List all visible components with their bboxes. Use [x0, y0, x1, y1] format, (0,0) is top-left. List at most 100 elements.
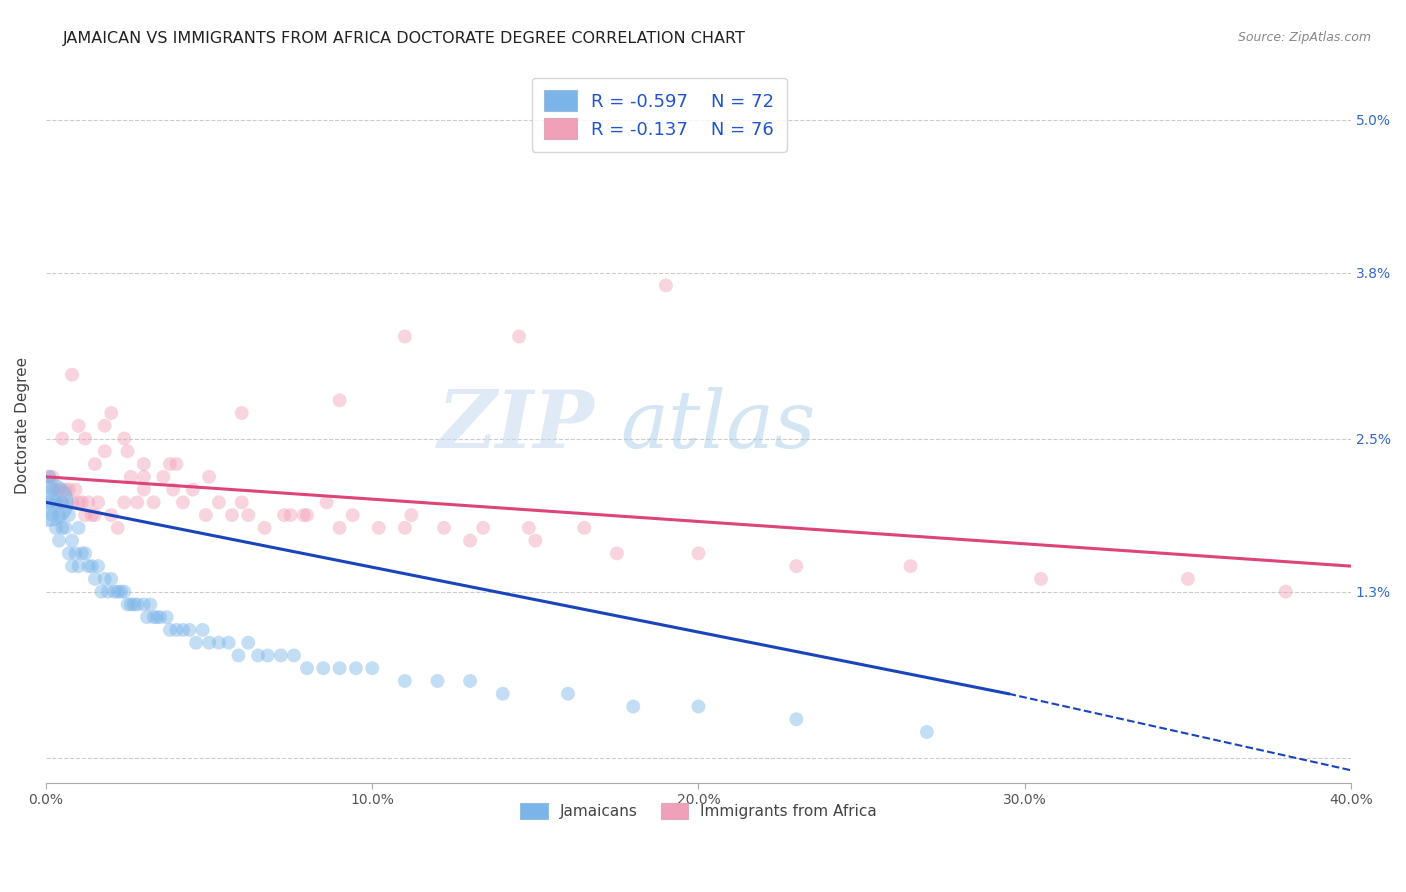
Point [65, 483, 87, 497]
Point [179, 623, 201, 637]
Point [103, 584, 125, 599]
Point [48, 483, 70, 497]
Point [120, 470, 142, 484]
Point [184, 636, 207, 650]
Point [100, 406, 122, 420]
Point [152, 470, 174, 484]
Point [329, 521, 352, 535]
Y-axis label: Doctorate Degree: Doctorate Degree [15, 357, 30, 494]
Point [60, 368, 83, 382]
Point [58, 483, 80, 497]
Point [127, 495, 149, 509]
Point [688, 699, 710, 714]
Point [159, 457, 181, 471]
Point [401, 508, 423, 522]
Point [198, 636, 221, 650]
Point [146, 610, 169, 624]
Point [900, 559, 922, 574]
Point [315, 495, 337, 509]
Point [41, 483, 63, 497]
Point [132, 470, 155, 484]
Point [1029, 572, 1052, 586]
Point [361, 661, 384, 675]
Point [75, 432, 97, 446]
Point [60, 533, 83, 548]
Point [122, 598, 145, 612]
Point [208, 495, 231, 509]
Point [110, 584, 132, 599]
Point [55, 483, 77, 497]
Point [70, 546, 93, 560]
Point [45, 483, 67, 497]
Point [41, 508, 63, 522]
Point [38, 495, 60, 509]
Point [231, 406, 253, 420]
Point [312, 661, 335, 675]
Point [426, 673, 449, 688]
Point [100, 508, 122, 522]
Point [87, 559, 110, 574]
Point [394, 521, 416, 535]
Point [295, 661, 318, 675]
Point [149, 610, 172, 624]
Point [112, 495, 135, 509]
Point [208, 636, 231, 650]
Point [132, 483, 155, 497]
Point [80, 559, 103, 574]
Point [524, 533, 547, 548]
Point [100, 572, 122, 586]
Point [159, 623, 181, 637]
Point [181, 483, 204, 497]
Point [295, 508, 318, 522]
Point [273, 508, 295, 522]
Point [58, 546, 80, 560]
Point [517, 521, 540, 535]
Point [142, 495, 165, 509]
Text: ZIP: ZIP [437, 387, 595, 465]
Point [198, 470, 221, 484]
Point [655, 278, 678, 293]
Point [45, 521, 67, 535]
Point [191, 623, 214, 637]
Point [458, 673, 481, 688]
Point [58, 508, 80, 522]
Point [238, 508, 260, 522]
Point [785, 559, 807, 574]
Point [107, 584, 129, 599]
Point [166, 623, 188, 637]
Point [80, 508, 103, 522]
Point [38, 470, 60, 484]
Point [142, 610, 165, 624]
Point [90, 584, 112, 599]
Point [51, 432, 73, 446]
Point [41, 470, 63, 484]
Point [238, 636, 260, 650]
Point [67, 559, 90, 574]
Point [60, 495, 83, 509]
Point [136, 610, 159, 624]
Point [283, 648, 305, 663]
Point [253, 521, 276, 535]
Point [557, 687, 579, 701]
Point [117, 444, 139, 458]
Point [785, 712, 807, 726]
Point [38, 495, 60, 509]
Point [132, 457, 155, 471]
Point [84, 457, 107, 471]
Point [688, 546, 710, 560]
Point [67, 418, 90, 433]
Text: JAMAICAN VS IMMIGRANTS FROM AFRICA DOCTORATE DEGREE CORRELATION CHART: JAMAICAN VS IMMIGRANTS FROM AFRICA DOCTO… [63, 31, 747, 46]
Point [77, 559, 100, 574]
Point [120, 598, 142, 612]
Point [621, 699, 644, 714]
Point [156, 610, 179, 624]
Point [87, 495, 110, 509]
Point [117, 598, 139, 612]
Point [1274, 584, 1296, 599]
Point [51, 521, 73, 535]
Point [48, 533, 70, 548]
Point [458, 533, 481, 548]
Point [84, 508, 107, 522]
Point [107, 521, 129, 535]
Point [162, 483, 184, 497]
